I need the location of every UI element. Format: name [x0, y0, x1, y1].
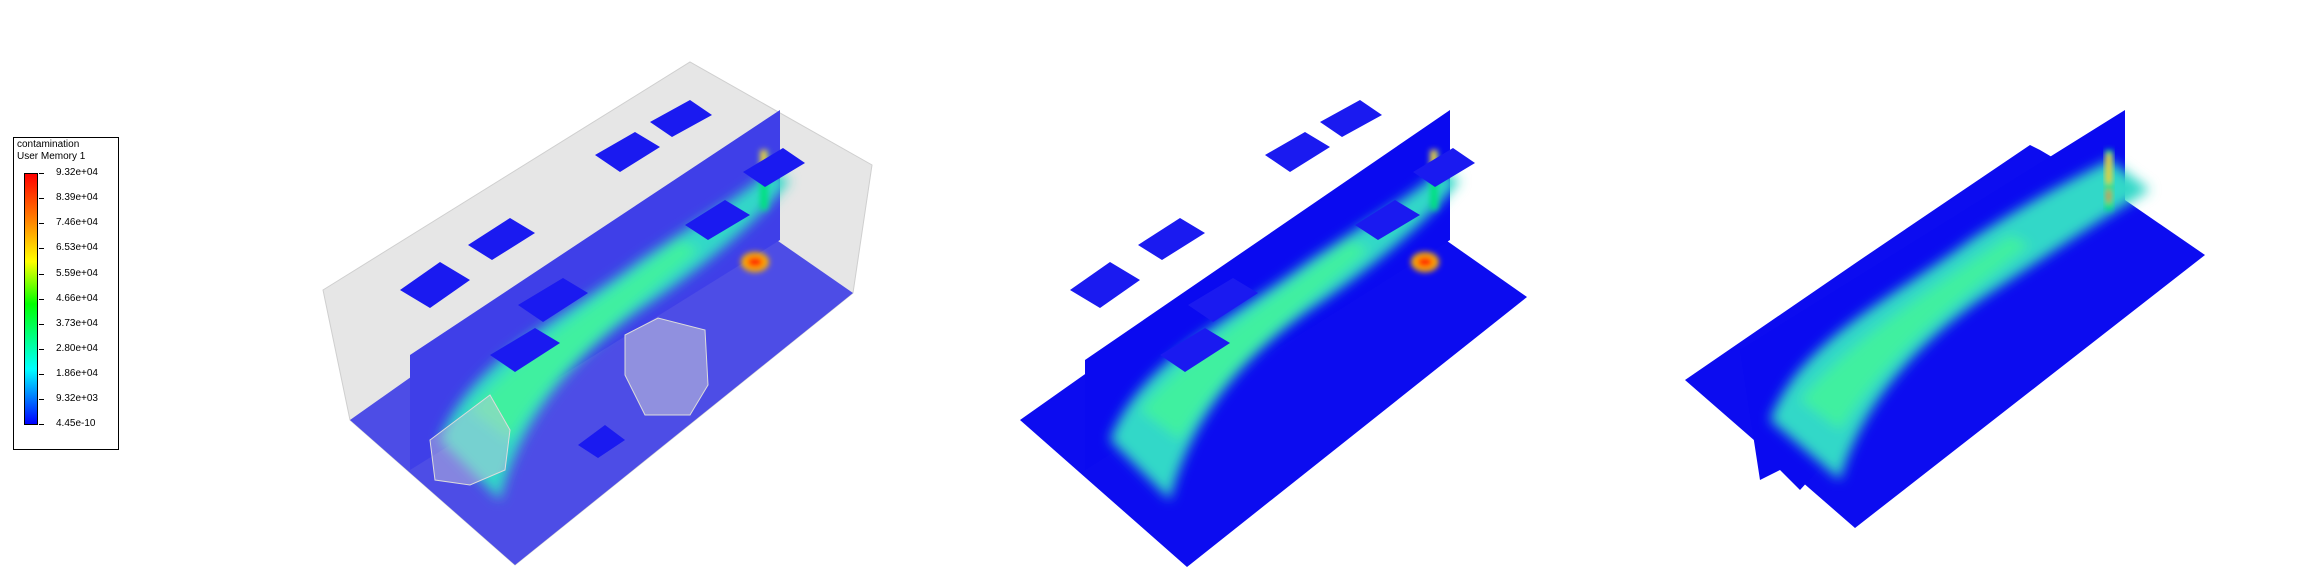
vent: [518, 278, 588, 322]
vent: [685, 200, 750, 240]
legend-tick: [39, 248, 44, 249]
vent: [650, 100, 712, 137]
render-canvas: [322, 61, 873, 566]
plume: [1110, 170, 1460, 500]
legend-tick: [39, 299, 44, 300]
render-canvas: [1685, 110, 2205, 528]
view-with-room-outline[interactable]: [300, 0, 900, 588]
legend-tick: [39, 274, 44, 275]
plume-core: [1800, 235, 2030, 430]
legend-tick-label: 3.73e+04: [56, 318, 98, 329]
vent: [1160, 328, 1230, 372]
vent: [1138, 218, 1205, 260]
legend-tick-label: 9.32e+03: [56, 393, 98, 404]
legend-tick-label: 4.45e-10: [56, 418, 96, 429]
plume: [440, 170, 790, 500]
vent: [400, 262, 470, 308]
legend-title: contamination: [17, 139, 80, 150]
legend-tick: [39, 374, 44, 375]
vent: [1320, 100, 1382, 137]
vent: [1413, 148, 1475, 187]
legend-tick-label: 6.53e+04: [56, 242, 98, 253]
hotspot: [2107, 190, 2110, 202]
legend-tick-label: 7.46e+04: [56, 217, 98, 228]
vent: [1188, 278, 1258, 322]
legend-tick: [39, 324, 44, 325]
vent: [1355, 200, 1420, 240]
legend-tick-label: 8.39e+04: [56, 192, 98, 203]
plume-core: [470, 240, 700, 440]
legend-tick: [39, 424, 44, 425]
vent: [1265, 132, 1330, 172]
legend-tick-label: 1.86e+04: [56, 368, 98, 379]
legend-tick: [39, 198, 44, 199]
vent: [468, 218, 535, 260]
vent: [490, 328, 560, 372]
legend-tick-label: 5.59e+04: [56, 268, 98, 279]
obstacle: [429, 394, 511, 486]
color-legend: contamination User Memory 1 9.32e+04 8.3…: [13, 137, 119, 450]
legend-tick: [39, 173, 44, 174]
hotspot-core: [1417, 257, 1433, 267]
colorbar: [24, 173, 38, 425]
view-cropped-planes[interactable]: [1660, 0, 2220, 588]
vent: [1070, 262, 1140, 308]
obstacle: [624, 317, 709, 416]
legend-subtitle: User Memory 1: [17, 151, 86, 162]
legend-tick-label: 4.66e+04: [56, 293, 98, 304]
source-top: [2106, 155, 2111, 183]
plume-core: [1140, 240, 1370, 440]
vent: [595, 132, 660, 172]
plume: [1770, 160, 2150, 480]
legend-tick-label: 2.80e+04: [56, 343, 98, 354]
render-canvas: [1020, 100, 1527, 567]
legend-tick: [39, 223, 44, 224]
legend-tick-label: 9.32e+04: [56, 167, 98, 178]
legend-tick: [39, 349, 44, 350]
vent: [743, 148, 805, 187]
hotspot-core: [747, 257, 763, 267]
legend-tick: [39, 399, 44, 400]
vent: [578, 425, 625, 458]
view-planes[interactable]: [1000, 0, 1560, 588]
